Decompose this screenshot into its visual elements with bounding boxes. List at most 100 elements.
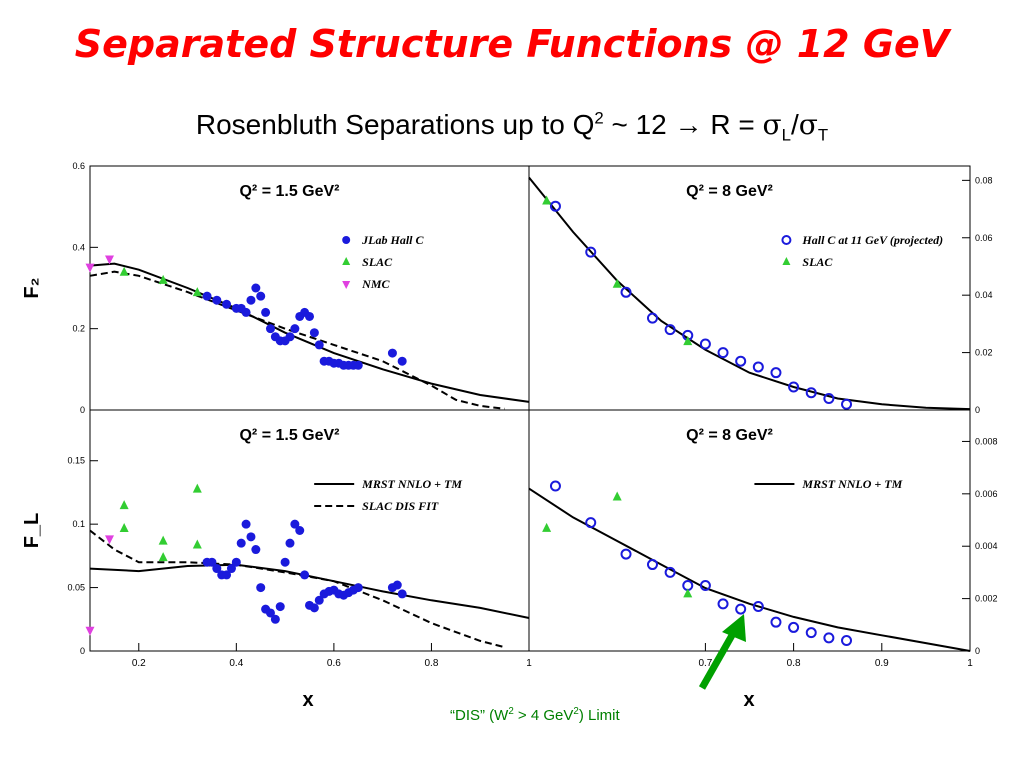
panel-frame — [528, 409, 971, 652]
hallc-projected-point — [646, 559, 658, 571]
jlab-point — [231, 557, 241, 567]
panel-title: Q² = 1.5 GeV² — [239, 183, 339, 200]
dis-note-part2: > 4 GeV — [513, 707, 574, 724]
slac-point — [119, 500, 129, 510]
slac-point — [158, 552, 168, 562]
jlab-point — [397, 356, 407, 366]
structure-function-figure: 0 0.2 0.4 0.6 Q² = 1.5 GeV² JLab Hall C SLAC NM… — [18, 158, 1006, 708]
hallc-projected-point — [549, 200, 561, 212]
slac-point — [612, 491, 622, 501]
hallc-projected-point — [699, 580, 711, 592]
hallc-projected-point — [841, 398, 853, 410]
y-axis-label: F_L — [21, 513, 43, 549]
panel-title: Q² = 8 GeV² — [686, 183, 773, 200]
jlab-point — [222, 299, 232, 309]
panel-title: Q² = 8 GeV² — [686, 427, 773, 444]
jlab-point — [305, 311, 314, 321]
slac-point — [683, 588, 693, 598]
slac-fit-curve — [89, 270, 505, 410]
dis-note-part3: ) Limit — [578, 707, 620, 724]
jlab-point — [265, 324, 275, 334]
x-tick-label: 0.8 — [424, 658, 438, 669]
slac-point — [192, 287, 202, 297]
y-tick-label: 0 — [975, 646, 980, 656]
legend-label: Hall C at 11 GeV (projected) — [801, 233, 943, 247]
slac-point — [192, 483, 202, 493]
hallc-projected-point — [752, 600, 764, 612]
hallc-projected-point — [620, 286, 632, 298]
subtitle-sigma-t: σ — [798, 108, 818, 141]
x-tick-label: 0.2 — [132, 658, 146, 669]
subtitle-prefix: Rosenbluth Separations up to Q — [195, 109, 595, 140]
y-tick-label: 0 — [80, 405, 85, 415]
y-tick-label: 0.002 — [975, 594, 998, 604]
hallc-projected-point — [620, 548, 632, 560]
slac-point — [542, 195, 552, 205]
y-tick-label: 0.1 — [72, 519, 85, 529]
jlab-point — [275, 602, 285, 612]
x-axis-label: x — [302, 689, 313, 708]
subtitle-mid: ~ 12 — [603, 109, 675, 140]
legend-swatch — [342, 236, 351, 244]
jlab-point — [392, 580, 402, 590]
jlab-point — [212, 295, 222, 305]
y-tick-label: 0.06 — [975, 233, 993, 243]
hallc-projected-point — [585, 246, 597, 258]
legend-label: MRST NNLO + TM — [361, 477, 462, 491]
subtitle-exp: 2 — [594, 108, 604, 128]
y-tick-label: 0.2 — [72, 324, 85, 334]
x-tick-label: 0.6 — [327, 658, 341, 669]
hallc-projected-point — [735, 603, 747, 615]
jlab-point — [353, 360, 363, 370]
x-axis-label: x — [743, 689, 754, 708]
jlab-point — [265, 608, 275, 618]
jlab-point — [309, 328, 319, 338]
mrst-curve — [528, 176, 971, 411]
legend-label: SLAC DIS FIT — [362, 499, 439, 513]
jlab-point — [207, 557, 217, 567]
legend-label: NMC — [361, 277, 390, 291]
legend-swatch — [342, 281, 351, 289]
legend-label: SLAC — [802, 255, 833, 269]
hallc-projected-point — [549, 480, 561, 492]
jlab-point — [300, 570, 310, 580]
panel-title: Q² = 1.5 GeV² — [239, 427, 339, 444]
slac-point — [158, 535, 168, 545]
subtitle-sub-t: T — [817, 125, 829, 145]
legend-swatch — [781, 235, 792, 245]
y-tick-label: 0.6 — [72, 161, 85, 171]
jlab-point — [314, 595, 324, 605]
y-tick-label: 0.004 — [975, 541, 998, 551]
y-tick-label: 0.08 — [975, 175, 993, 185]
jlab-point — [202, 291, 212, 301]
hallc-projected-point — [717, 598, 729, 610]
jlab-point — [290, 324, 300, 334]
y-tick-label: 0.05 — [67, 583, 85, 593]
figure-background — [18, 158, 1006, 708]
legend-label: MRST NNLO + TM — [801, 477, 902, 491]
jlab-point — [222, 570, 232, 580]
x-tick-label: 0.4 — [229, 658, 243, 669]
legend-label: JLab Hall C — [361, 233, 424, 247]
hallc-projected-point — [770, 367, 782, 379]
hallc-projected-point — [664, 566, 676, 578]
slac-point — [542, 522, 552, 532]
y-tick-label: 0.04 — [975, 290, 993, 300]
jlab-point — [295, 526, 305, 535]
slide-title: Separated Structure Functions @ 12 GeV — [74, 22, 950, 66]
nmc-point — [105, 535, 115, 545]
jlab-point — [285, 538, 295, 548]
hallc-projected-point — [823, 393, 835, 405]
hallc-projected-point — [788, 621, 800, 633]
jlab-point — [309, 603, 319, 613]
hallc-projected-point — [646, 312, 658, 324]
nmc-point — [85, 626, 95, 636]
y-tick-label: 0.008 — [975, 436, 998, 446]
hallc-projected-point — [585, 517, 597, 529]
hallc-projected-point — [841, 635, 853, 647]
jlab-point — [251, 545, 261, 555]
jlab-point — [212, 564, 222, 574]
y-tick-label: 0.15 — [67, 456, 85, 466]
y-tick-label: 0 — [80, 646, 85, 656]
dis-note-part1: “DIS” (W — [450, 707, 509, 724]
